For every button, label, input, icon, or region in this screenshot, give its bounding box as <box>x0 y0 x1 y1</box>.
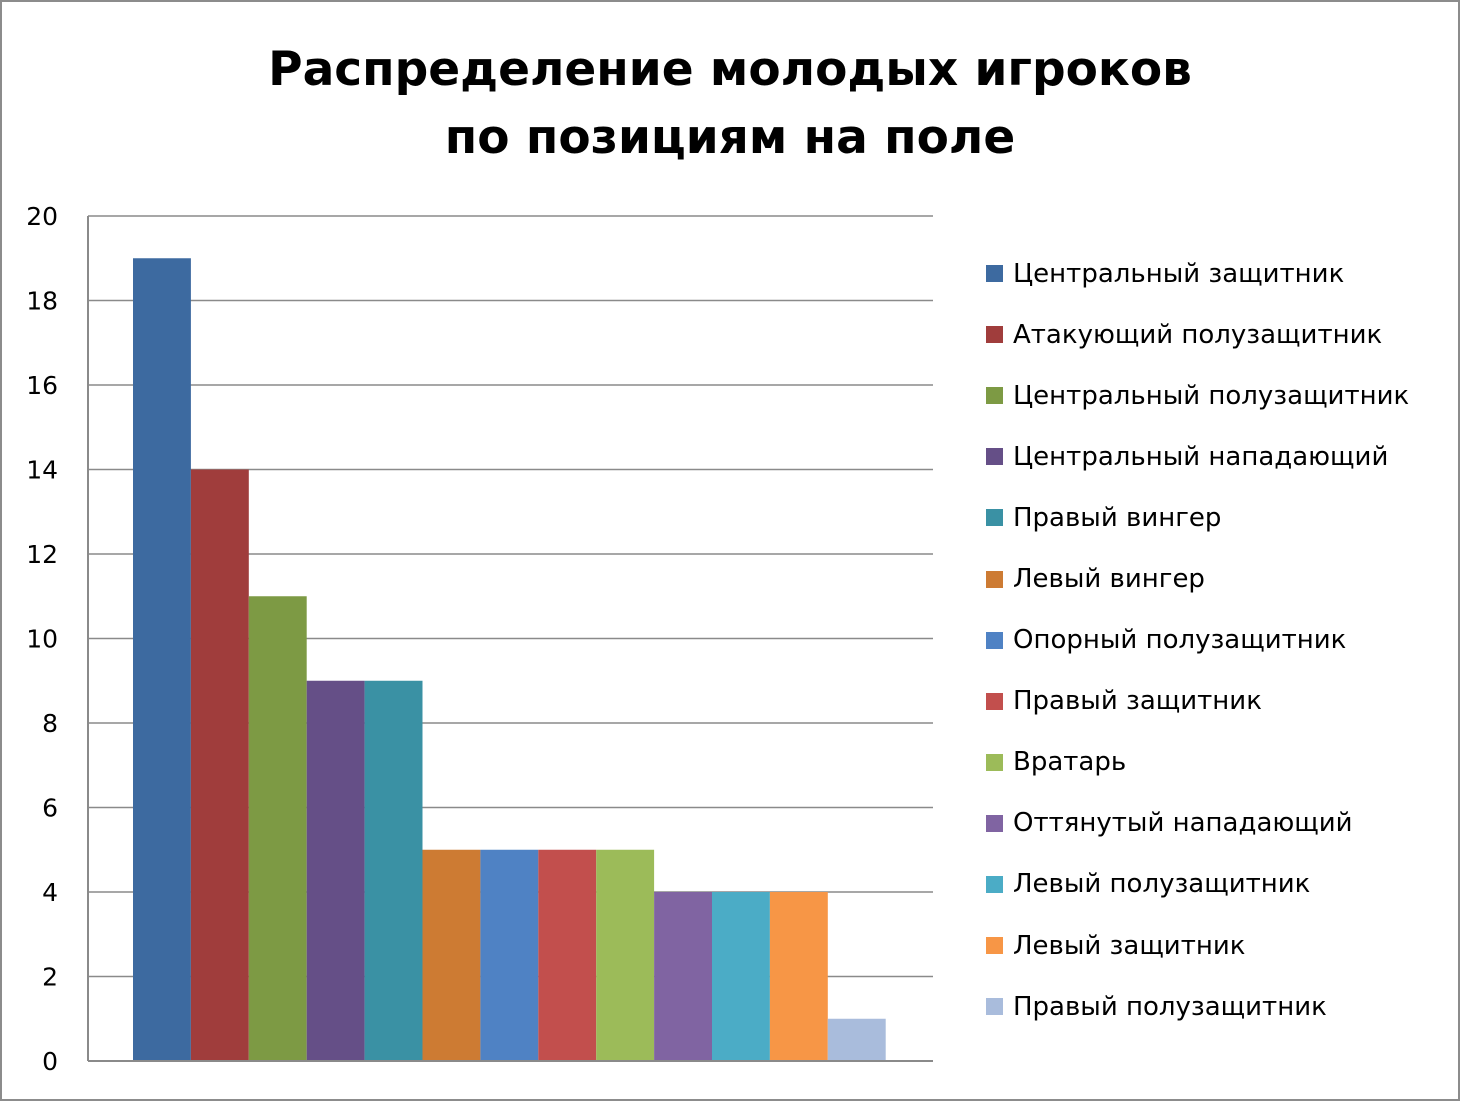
legend-swatch <box>986 937 1003 955</box>
legend-item-2: Атакующий полузащитник <box>986 304 1446 365</box>
legend-swatch <box>986 570 1003 588</box>
legend-item-9: Вратарь <box>986 732 1446 793</box>
chart-title-line-2: по позициям на поле <box>444 110 1016 165</box>
bar-10 <box>654 892 712 1061</box>
legend-item-11: Левый полузащитник <box>986 854 1446 915</box>
legend-label: Центральный нападающий <box>1013 441 1389 472</box>
chart-title-line-1: Распределение молодых игроков <box>268 42 1192 97</box>
y-tick-labels: 0 2 4 6 8 10 12 14 16 18 20 <box>26 202 58 1076</box>
legend-swatch <box>986 387 1003 405</box>
legend-item-4: Центральный нападающий <box>986 426 1446 487</box>
legend-label: Левый вингер <box>1013 564 1205 595</box>
bar-1 <box>133 258 191 1061</box>
legend-item-12: Левый защитник <box>986 915 1446 976</box>
legend-item-5: Правый вингер <box>986 487 1446 548</box>
bar-12 <box>769 892 828 1061</box>
legend: Центральный защитник Атакующий полузащитн… <box>986 243 1446 1037</box>
legend-swatch <box>986 265 1003 283</box>
bar-2 <box>190 469 249 1061</box>
legend-item-8: Правый защитник <box>986 671 1446 732</box>
legend-swatch <box>986 875 1003 893</box>
legend-item-1: Центральный защитник <box>986 243 1446 304</box>
legend-label: Опорный полузащитник <box>1013 625 1347 656</box>
bar-6 <box>422 849 481 1061</box>
bar-4 <box>306 680 365 1061</box>
bar-5 <box>364 680 423 1061</box>
y-tick-label: 18 <box>26 287 58 316</box>
axes <box>87 216 933 1062</box>
legend-swatch <box>986 814 1003 832</box>
y-tick-label: 12 <box>26 540 58 569</box>
legend-label: Правый полузащитник <box>1013 991 1327 1022</box>
y-tick-label: 0 <box>42 1047 58 1076</box>
bar-3 <box>248 596 307 1061</box>
y-tick-label: 6 <box>42 794 58 823</box>
legend-label: Центральный защитник <box>1013 258 1345 289</box>
y-tick-label: 10 <box>26 625 58 654</box>
legend-swatch <box>986 998 1003 1016</box>
legend-item-10: Оттянутый нападающий <box>986 793 1446 854</box>
legend-item-6: Левый вингер <box>986 548 1446 609</box>
legend-label: Правый вингер <box>1013 502 1222 533</box>
bar-9 <box>596 849 655 1061</box>
legend-label: Левый защитник <box>1013 930 1246 961</box>
legend-swatch <box>986 448 1003 466</box>
legend-swatch <box>986 326 1003 344</box>
legend-label: Левый полузащитник <box>1013 869 1311 900</box>
bar-7 <box>480 849 539 1061</box>
y-tick-label: 14 <box>26 456 58 485</box>
legend-swatch <box>986 631 1003 649</box>
legend-swatch <box>986 509 1003 527</box>
bars <box>133 258 886 1061</box>
legend-label: Атакующий полузащитник <box>1013 319 1383 350</box>
bar-13 <box>827 1018 886 1061</box>
legend-label: Оттянутый нападающий <box>1013 808 1353 839</box>
y-tick-label: 20 <box>26 202 58 231</box>
y-tick-label: 8 <box>42 709 58 738</box>
legend-swatch <box>986 692 1003 710</box>
legend-label: Вратарь <box>1013 747 1127 778</box>
chart-title: Распределение молодых игроков по позиция… <box>0 36 1460 172</box>
y-tick-label: 2 <box>42 963 58 992</box>
legend-label: Правый защитник <box>1013 686 1262 717</box>
y-tick-label: 4 <box>42 878 58 907</box>
legend-item-7: Опорный полузащитник <box>986 610 1446 671</box>
bar-8 <box>538 849 597 1061</box>
legend-item-13: Правый полузащитник <box>986 976 1446 1037</box>
legend-item-3: Центральный полузащитник <box>986 365 1446 426</box>
legend-swatch <box>986 753 1003 771</box>
bar-11 <box>712 892 770 1061</box>
legend-label: Центральный полузащитник <box>1013 380 1410 411</box>
y-tick-label: 16 <box>26 371 58 400</box>
